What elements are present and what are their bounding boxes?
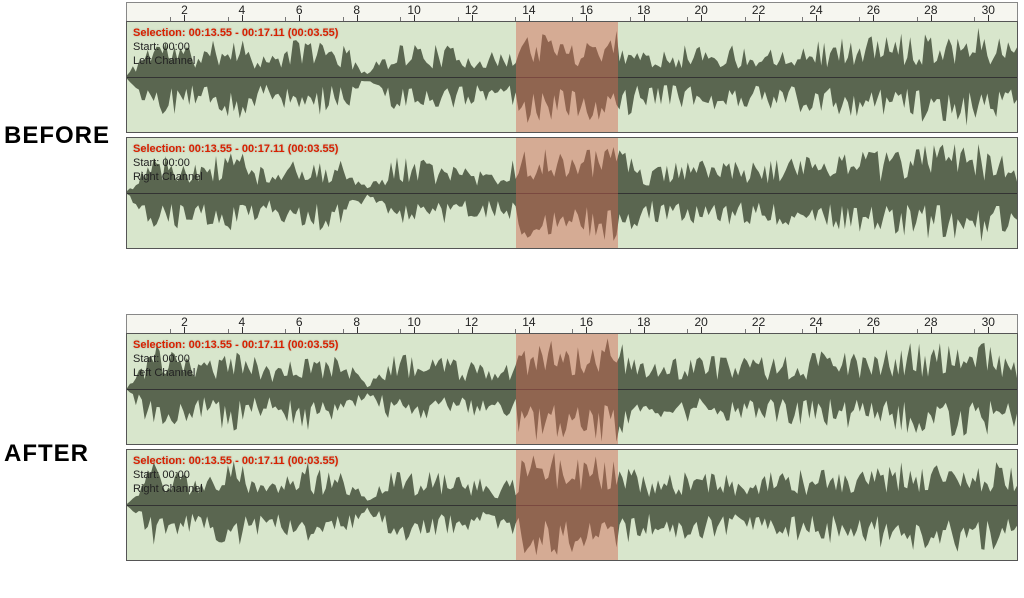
waveform-group-before: 24681012141618202224262830 Selection: 00… xyxy=(126,2,1018,253)
label-before: BEFORE xyxy=(4,122,110,150)
page-root: BEFORE AFTER 24681012141618202224262830 … xyxy=(0,0,1024,598)
waveform-center-line xyxy=(127,505,1017,506)
waveform-center-line xyxy=(127,193,1017,194)
time-ruler-before[interactable]: 24681012141618202224262830 xyxy=(126,2,1018,21)
waveform-track-before-left[interactable]: Selection: 00:13.55 - 00:17.11 (00:03.55… xyxy=(126,21,1018,133)
waveform-track-before-right[interactable]: Selection: 00:13.55 - 00:17.11 (00:03.55… xyxy=(126,137,1018,249)
time-ruler-after[interactable]: 24681012141618202224262830 xyxy=(126,314,1018,333)
waveform-center-line xyxy=(127,389,1017,390)
waveform-center-line xyxy=(127,77,1017,78)
waveform-group-after: 24681012141618202224262830 Selection: 00… xyxy=(126,314,1018,565)
waveform-track-after-right[interactable]: Selection: 00:13.55 - 00:17.11 (00:03.55… xyxy=(126,449,1018,561)
waveform-track-after-left[interactable]: Selection: 00:13.55 - 00:17.11 (00:03.55… xyxy=(126,333,1018,445)
label-after: AFTER xyxy=(4,440,89,468)
